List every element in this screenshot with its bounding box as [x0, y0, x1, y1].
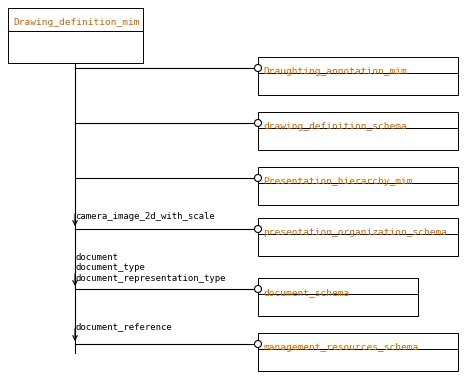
Bar — [258, 349, 458, 371]
Bar — [258, 57, 458, 73]
Bar — [8, 31, 143, 63]
Text: management_resources_schema: management_resources_schema — [263, 343, 418, 352]
Text: camera_image_2d_with_scale: camera_image_2d_with_scale — [75, 212, 215, 221]
Bar — [258, 234, 458, 256]
Text: Presentation_hierarchy_mim: Presentation_hierarchy_mim — [263, 177, 412, 186]
Circle shape — [255, 340, 262, 347]
Circle shape — [255, 65, 262, 71]
Bar — [258, 278, 418, 294]
Bar — [258, 183, 458, 205]
Circle shape — [255, 174, 262, 182]
Bar — [258, 167, 458, 183]
Bar — [258, 294, 418, 316]
Text: document
document_type
document_representation_type: document document_type document_represen… — [75, 253, 226, 283]
Bar — [8, 8, 143, 31]
Bar — [258, 73, 458, 95]
Bar — [258, 218, 458, 234]
Text: Drawing_definition_mim: Drawing_definition_mim — [13, 18, 140, 27]
Bar — [258, 333, 458, 349]
Text: Draughting_annotation_mim: Draughting_annotation_mim — [263, 67, 407, 76]
Circle shape — [255, 225, 262, 233]
Text: presentation_organization_schema: presentation_organization_schema — [263, 228, 447, 237]
Text: document_schema: document_schema — [263, 288, 349, 297]
Circle shape — [255, 119, 262, 127]
Bar — [258, 128, 458, 150]
Circle shape — [255, 285, 262, 293]
Text: drawing_definition_schema: drawing_definition_schema — [263, 122, 407, 131]
Bar — [258, 112, 458, 128]
Text: document_reference: document_reference — [75, 322, 172, 331]
